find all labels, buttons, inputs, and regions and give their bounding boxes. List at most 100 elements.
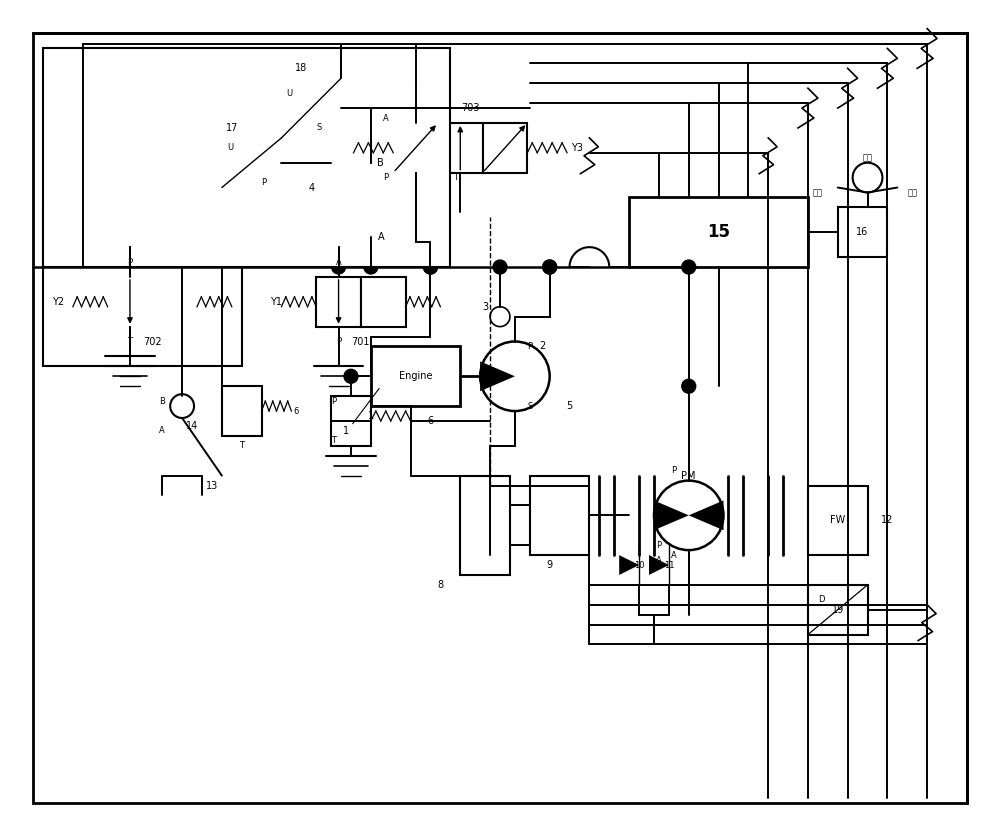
Text: T: T (331, 436, 336, 446)
Bar (371, 346, 460, 406)
Circle shape (76, 260, 90, 274)
Polygon shape (689, 501, 724, 530)
Circle shape (344, 370, 358, 383)
Text: U: U (286, 89, 293, 98)
Text: 提升: 提升 (907, 188, 917, 197)
Text: S: S (527, 401, 532, 410)
Bar (316, 277, 361, 327)
Bar (361, 277, 406, 327)
Circle shape (543, 260, 557, 274)
Text: FW: FW (830, 515, 845, 525)
Text: Engine: Engine (399, 371, 432, 381)
Bar (222, 138, 281, 187)
Text: 10: 10 (634, 560, 644, 569)
Text: U: U (227, 143, 233, 152)
Text: P: P (127, 257, 133, 267)
Bar (808, 585, 868, 635)
Circle shape (682, 380, 696, 393)
Text: 15: 15 (707, 223, 730, 242)
Bar (331, 158, 371, 207)
Polygon shape (480, 361, 515, 391)
Text: 702: 702 (143, 337, 162, 346)
Bar (438, 123, 483, 173)
Text: 18: 18 (295, 64, 307, 74)
Circle shape (480, 342, 550, 411)
Text: A: A (159, 426, 165, 436)
Text: A: A (377, 232, 384, 242)
Bar (629, 197, 808, 267)
Bar (222, 386, 262, 436)
Text: 6: 6 (427, 416, 434, 426)
Circle shape (215, 260, 229, 274)
Text: 701: 701 (352, 337, 370, 346)
Bar (530, 476, 589, 555)
Text: Y2: Y2 (52, 297, 64, 307)
Text: B: B (159, 396, 165, 405)
Text: P: P (527, 342, 532, 351)
Circle shape (123, 260, 137, 274)
Text: B: B (377, 158, 384, 168)
Text: Y3: Y3 (571, 143, 583, 153)
Text: 8: 8 (437, 580, 443, 590)
Text: 1: 1 (368, 411, 374, 421)
Bar (331, 396, 371, 446)
Text: 13: 13 (206, 481, 218, 491)
Bar (483, 123, 527, 173)
Polygon shape (619, 555, 639, 575)
Circle shape (490, 307, 510, 327)
Text: P: P (331, 396, 336, 405)
Circle shape (493, 260, 507, 274)
Circle shape (364, 260, 378, 274)
Text: 12: 12 (881, 515, 894, 525)
Text: 1: 1 (343, 426, 349, 436)
Text: A: A (656, 556, 662, 564)
Circle shape (682, 260, 696, 274)
Circle shape (170, 394, 194, 418)
Circle shape (853, 163, 882, 192)
Text: T: T (127, 337, 132, 346)
Bar (393, 123, 438, 173)
Text: S: S (316, 124, 321, 132)
Text: D: D (818, 595, 824, 604)
Circle shape (175, 260, 189, 274)
Text: 6: 6 (294, 406, 299, 415)
Text: A: A (382, 114, 388, 123)
Bar (108, 277, 152, 327)
Text: P: P (383, 173, 388, 182)
Text: P: P (262, 178, 267, 187)
Circle shape (424, 260, 437, 274)
Text: 9: 9 (547, 560, 553, 570)
Text: P: P (656, 541, 661, 549)
Circle shape (543, 260, 557, 274)
Text: 14: 14 (186, 421, 198, 431)
Text: 下放: 下放 (813, 188, 823, 197)
Text: 4: 4 (308, 182, 314, 192)
Text: 703: 703 (461, 103, 479, 113)
Text: PM: PM (681, 471, 696, 481)
Text: A: A (336, 257, 341, 267)
Text: 停止: 停止 (863, 153, 873, 162)
Text: 16: 16 (856, 227, 869, 237)
Text: 2: 2 (540, 341, 546, 351)
Text: P: P (671, 466, 676, 475)
Bar (838, 207, 887, 257)
Text: 17: 17 (226, 123, 238, 133)
Text: T: T (239, 441, 244, 451)
Text: A: A (671, 551, 677, 559)
Text: Y1: Y1 (270, 297, 282, 307)
Polygon shape (649, 555, 669, 575)
Circle shape (332, 260, 346, 274)
Bar (281, 79, 341, 138)
Text: 5: 5 (566, 401, 573, 411)
Text: T: T (453, 173, 458, 182)
Bar (331, 207, 371, 257)
Polygon shape (654, 501, 689, 530)
Bar (460, 476, 510, 575)
Bar (152, 277, 197, 327)
Text: 3: 3 (482, 302, 488, 312)
Circle shape (654, 481, 724, 550)
Bar (43, 207, 242, 366)
Circle shape (424, 260, 437, 274)
Text: 11: 11 (664, 560, 674, 569)
Bar (808, 486, 868, 555)
